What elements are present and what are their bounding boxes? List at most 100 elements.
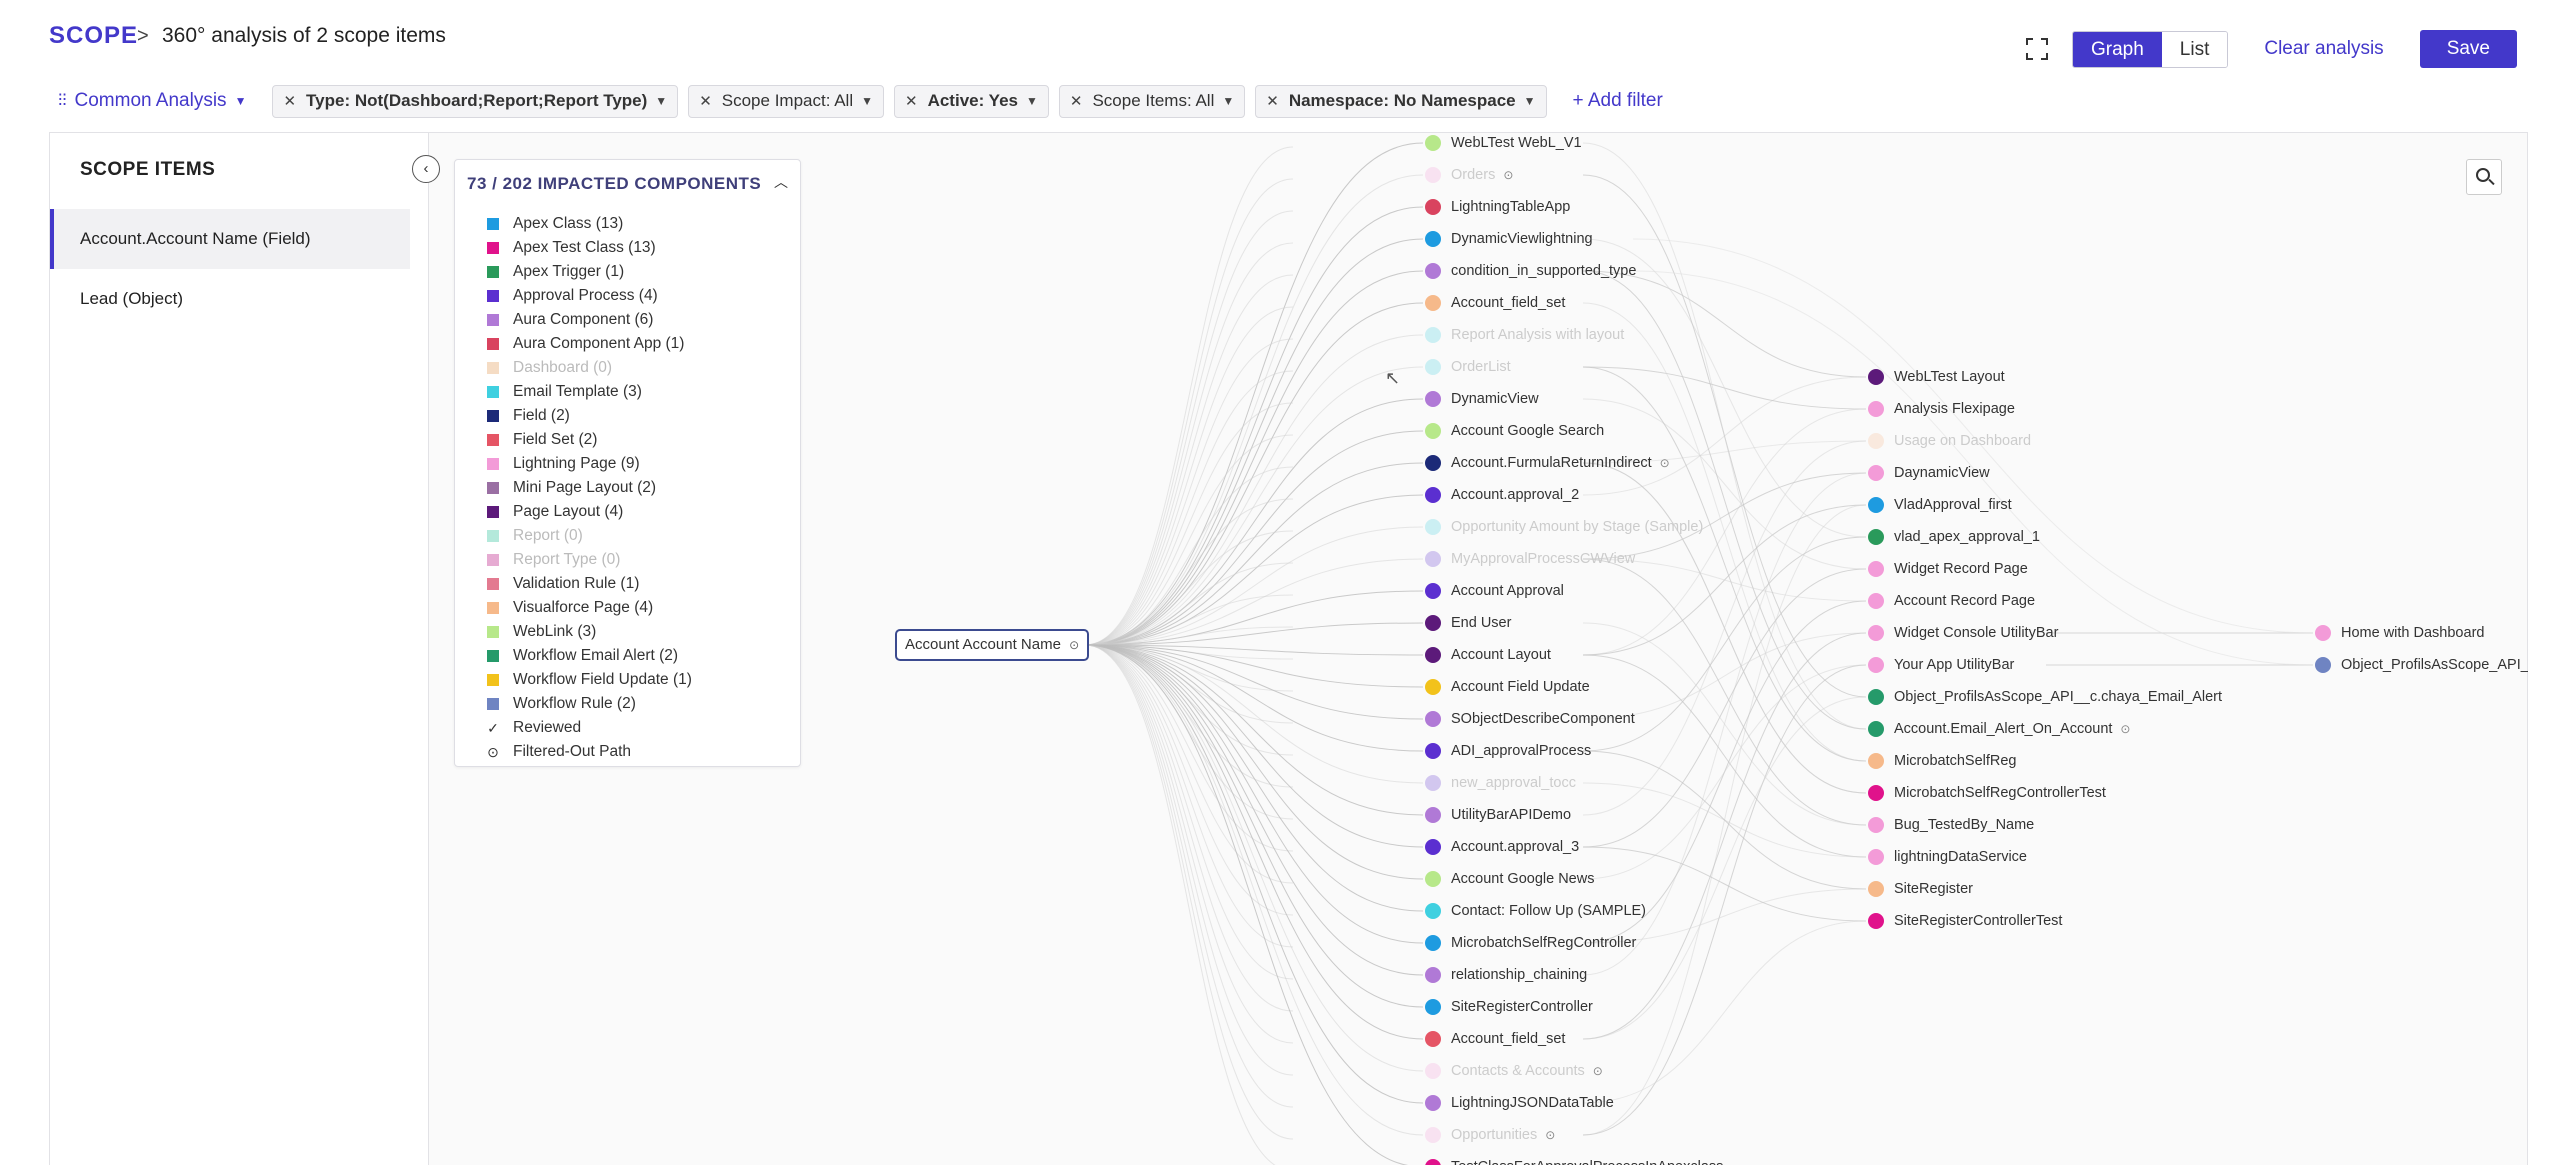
legend-item[interactable]: Field Set (2) (487, 428, 692, 452)
graph-node[interactable]: Account.FurmulaReturnIndirect ⊙ (1425, 452, 1670, 474)
filter-chip[interactable]: ✕ Active: Yes ▼ (894, 84, 1049, 118)
graph-node[interactable]: SiteRegisterControllerTest (1868, 910, 2062, 932)
list-view-button[interactable]: List (2161, 31, 2228, 67)
graph-node[interactable]: Account.approval_3 (1425, 836, 1579, 858)
graph-node[interactable]: vlad_apex_approval_1 (1868, 526, 2040, 548)
graph-node[interactable]: Object_ProfilsAsScope_API__c.Workflow (2315, 654, 2528, 676)
graph-node[interactable]: MicrobatchSelfRegController (1425, 932, 1636, 954)
graph-node[interactable]: Home with Dashboard (2315, 622, 2484, 644)
graph-view-button[interactable]: Graph (2072, 31, 2162, 67)
graph-node[interactable]: VladApproval_first (1868, 494, 2012, 516)
collapse-sidebar-icon[interactable]: ‹ (412, 155, 440, 183)
legend-item[interactable]: Apex Class (13) (487, 212, 692, 236)
legend-item[interactable]: Aura Component App (1) (487, 332, 692, 356)
remove-filter-icon[interactable]: ✕ (699, 93, 712, 110)
legend-item[interactable]: Email Template (3) (487, 380, 692, 404)
graph-node[interactable]: LightningTableApp (1425, 196, 1570, 218)
legend-item[interactable]: Lightning Page (9) (487, 452, 692, 476)
graph-node[interactable]: UtilityBarAPIDemo (1425, 804, 1571, 826)
graph-node[interactable]: Account Google News (1425, 868, 1594, 890)
graph-node[interactable]: Account Field Update (1425, 676, 1590, 698)
legend-item[interactable]: Apex Trigger (1) (487, 260, 692, 284)
graph-node[interactable]: Opportunities ⊙ (1425, 1124, 1555, 1146)
graph-node[interactable]: TestClassForApprovalProcessInApexclass (1425, 1156, 1723, 1165)
graph-node[interactable]: DynamicView (1425, 388, 1539, 410)
graph-node[interactable]: Account.Email_Alert_On_Account ⊙ (1868, 718, 2130, 740)
legend-item[interactable]: Field (2) (487, 404, 692, 428)
dependency-graph[interactable]: WebLTest WebL_V1 Orders ⊙ LightningTableApp… (430, 133, 2528, 1165)
common-analysis-dropdown[interactable]: ⫶⫶ Common Analysis ▼ (58, 90, 246, 112)
graph-node[interactable]: SiteRegisterController (1425, 996, 1593, 1018)
graph-node[interactable]: Orders ⊙ (1425, 164, 1513, 186)
remove-filter-icon[interactable]: ✕ (1069, 93, 1083, 110)
graph-node[interactable]: Account Record Page (1868, 590, 2035, 612)
graph-node[interactable]: MicrobatchSelfRegControllerTest (1868, 782, 2106, 804)
brand-logo[interactable]: SCOPE (49, 22, 139, 49)
graph-node[interactable]: Account_field_set (1425, 1028, 1565, 1050)
remove-filter-icon[interactable]: ✕ (283, 93, 297, 110)
remove-filter-icon[interactable]: ✕ (905, 93, 918, 110)
graph-node[interactable]: OrderList (1425, 356, 1511, 378)
save-button[interactable]: Save (2419, 30, 2517, 68)
add-filter-button[interactable]: + Add filter (1573, 90, 1663, 112)
graph-node[interactable]: Analysis Flexipage (1868, 398, 2015, 420)
graph-node[interactable]: SiteRegister (1868, 878, 1973, 900)
clear-analysis-button[interactable]: Clear analysis (2264, 38, 2384, 59)
graph-node[interactable]: new_approval_tocc (1425, 772, 1576, 794)
legend-item[interactable]: Visualforce Page (4) (487, 596, 692, 620)
graph-node[interactable]: Bug_TestedBy_Name (1868, 814, 2034, 836)
graph-search-button[interactable] (2466, 159, 2502, 195)
filter-chip[interactable]: ✕ Scope Items: All ▼ (1058, 84, 1246, 118)
graph-node[interactable]: DynamicViewlightning (1425, 228, 1593, 250)
legend-item[interactable]: WebLink (3) (487, 620, 692, 644)
fullscreen-icon[interactable] (2025, 38, 2048, 60)
node-dot (1425, 935, 1441, 951)
legend-item[interactable]: Report Type (0) (487, 548, 692, 572)
graph-node[interactable]: Contacts & Accounts ⊙ (1425, 1060, 1603, 1082)
graph-node[interactable]: LightningJSONDataTable (1425, 1092, 1614, 1114)
graph-node[interactable]: Object_ProfilsAsScope_API__c.chaya_Email… (1868, 686, 2222, 708)
legend-item[interactable]: Approval Process (4) (487, 284, 692, 308)
legend-item[interactable]: Report (0) (487, 524, 692, 548)
graph-node[interactable]: Account Google Search (1425, 420, 1604, 442)
graph-node[interactable]: Account_field_set (1425, 292, 1565, 314)
scope-item-lead[interactable]: Lead (Object) (80, 289, 183, 308)
root-node[interactable]: Account Account Name ⊙ (895, 629, 1090, 661)
graph-node[interactable]: Your App UtilityBar (1868, 654, 2014, 676)
graph-node[interactable]: SObjectDescribeComponent (1425, 708, 1635, 730)
filter-chip[interactable]: ✕ Scope Impact: All ▼ (688, 84, 884, 118)
graph-node[interactable]: Account Layout (1425, 644, 1551, 666)
graph-node[interactable]: relationship_chaining (1425, 964, 1587, 986)
graph-node[interactable]: Usage on Dashboard (1868, 430, 2031, 452)
filter-chip[interactable]: ✕ Type: Not(Dashboard;Report;Report Type)… (272, 84, 679, 118)
legend-item[interactable]: Page Layout (4) (487, 500, 692, 524)
legend-item[interactable]: Workflow Field Update (1) (487, 668, 692, 692)
graph-node[interactable]: Widget Console UtilityBar (1868, 622, 2058, 644)
graph-node[interactable]: DaynamicView (1868, 462, 1990, 484)
graph-node[interactable]: Report Analysis with layout (1425, 324, 1624, 346)
chevron-up-icon[interactable]: ︿ (774, 174, 788, 190)
legend-item[interactable]: Aura Component (6) (487, 308, 692, 332)
graph-node[interactable]: lightningDataService (1868, 846, 2027, 868)
legend-item[interactable]: Workflow Rule (2) (487, 692, 692, 716)
graph-node[interactable]: Opportunity Amount by Stage (Sample) (1425, 516, 1703, 538)
graph-node[interactable]: End User (1425, 612, 1511, 634)
graph-node[interactable]: condition_in_supported_type (1425, 260, 1636, 282)
legend-item[interactable]: Dashboard (0) (487, 356, 692, 380)
filter-chip[interactable]: ✕ Namespace: No Namespace ▼ (1255, 84, 1547, 118)
graph-node[interactable]: MicrobatchSelfReg (1868, 750, 2017, 772)
legend-item[interactable]: Mini Page Layout (2) (487, 476, 692, 500)
legend-item[interactable]: Workflow Email Alert (2) (487, 644, 692, 668)
graph-node[interactable]: Account Approval (1425, 580, 1564, 602)
graph-node[interactable]: Widget Record Page (1868, 558, 2028, 580)
graph-node[interactable]: WebLTest WebL_V1 (1425, 133, 1582, 154)
graph-node[interactable]: Contact: Follow Up (SAMPLE) (1425, 900, 1646, 922)
graph-node[interactable]: WebLTest Layout (1868, 366, 2005, 388)
graph-node[interactable]: Account.approval_2 (1425, 484, 1579, 506)
graph-node[interactable]: MyApprovalProcessCWView (1425, 548, 1635, 570)
legend-item[interactable]: Apex Test Class (13) (487, 236, 692, 260)
graph-node[interactable]: ADI_approvalProcess (1425, 740, 1591, 762)
remove-filter-icon[interactable]: ✕ (1266, 93, 1279, 110)
legend-item[interactable]: Validation Rule (1) (487, 572, 692, 596)
scope-item-account-name[interactable]: Account.Account Name (Field) (50, 209, 410, 269)
